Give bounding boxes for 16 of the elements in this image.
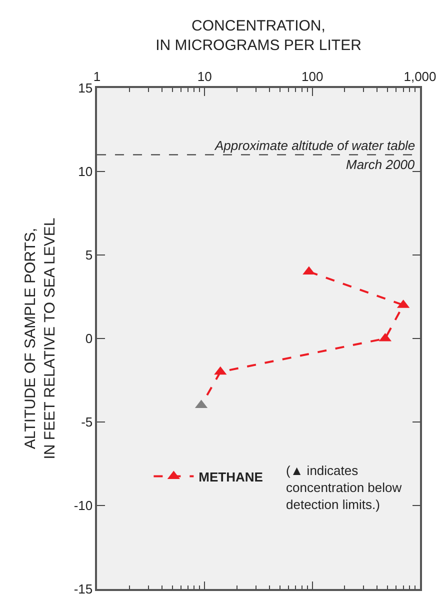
y-tick-label: 5 (85, 248, 93, 263)
y-tick-label: 15 (78, 80, 93, 96)
annotation: (▲ indicates concentration below detection limits.) (286, 463, 402, 512)
x-tick-label: 100 (301, 69, 324, 84)
ref-line-label: Approximate altitude of water table March 2000 (214, 138, 416, 172)
x-tick-label: 1 (93, 69, 101, 84)
y-tick-label: -10 (74, 498, 93, 514)
x-tick-label: 1,000 (404, 69, 436, 84)
y-tick-label: 10 (78, 164, 93, 180)
legend-label: METHANE (198, 469, 264, 484)
x-tick-label: 10 (197, 69, 212, 84)
y-axis-title: ALTITUDE OF SAMPLE PORTS, IN FEET RELATIVE TO SEA LEVEL (22, 218, 59, 460)
y-tick-label: -15 (74, 582, 93, 597)
x-axis-title: CONCENTRATION, IN MICROGRAMS PER LITER (156, 17, 362, 54)
y-tick-label: 0 (85, 331, 93, 346)
y-tick-label: -5 (81, 414, 93, 430)
